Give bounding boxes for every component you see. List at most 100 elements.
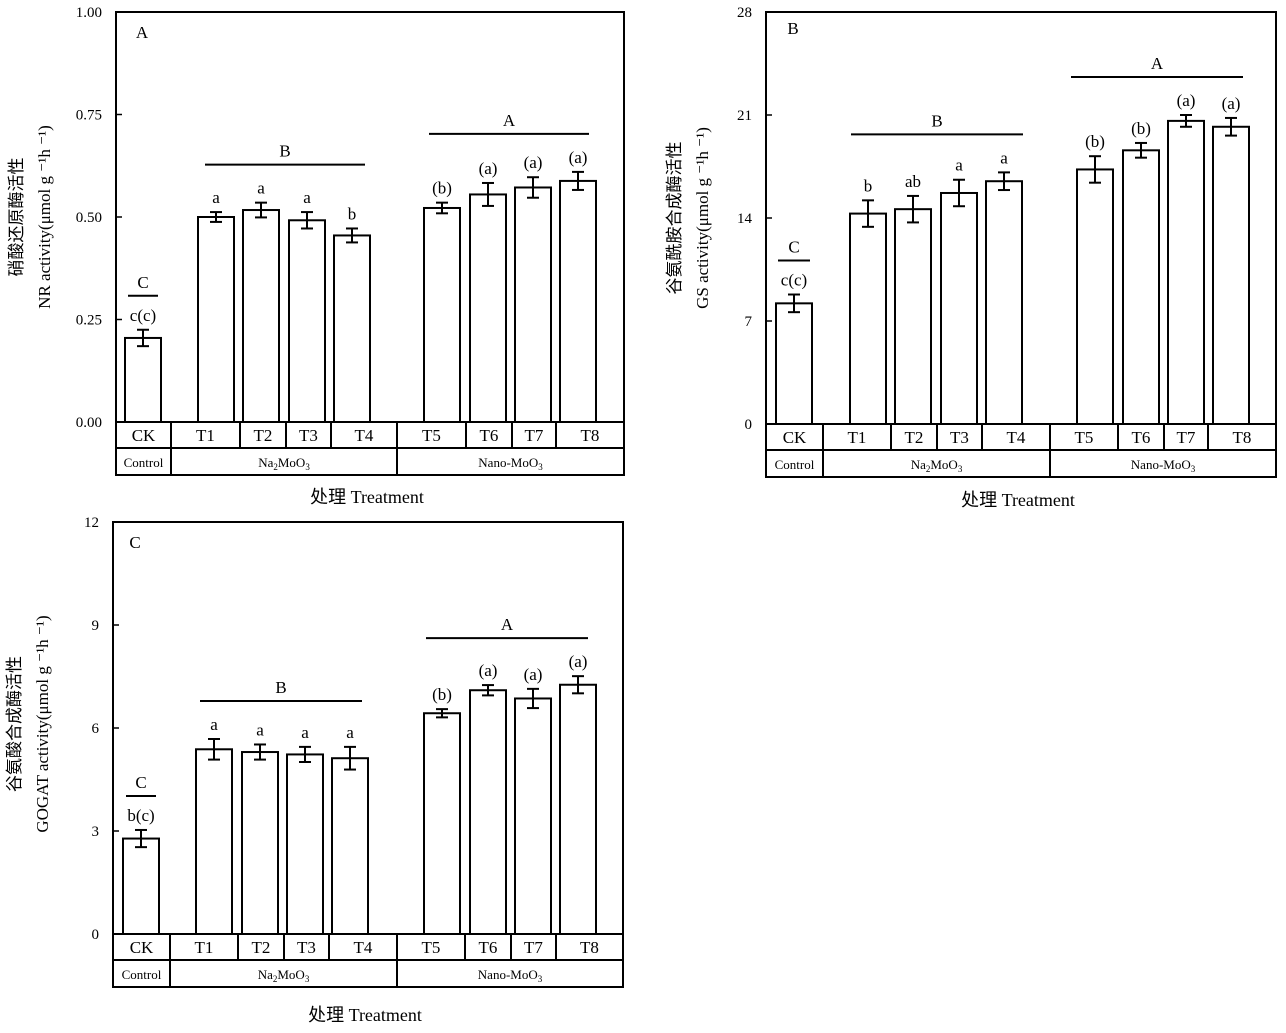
plot-frame: [765, 11, 1277, 478]
category-label: T2: [254, 426, 273, 445]
group-label-nano-moo3: Nano-MoO3: [478, 455, 543, 472]
significance-letter: (a): [479, 159, 498, 178]
group-letter: B: [275, 678, 286, 697]
bar: [894, 208, 932, 425]
bar: [331, 757, 369, 935]
significance-letter: b: [864, 176, 873, 195]
significance-letter: a: [346, 723, 354, 742]
y-axis-title-cn: 谷氨酰胺合成酶活性: [665, 142, 684, 295]
category-label: T1: [196, 426, 215, 445]
x-axis-title: 处理 Treatment: [310, 487, 424, 507]
significance-letter: b: [348, 204, 357, 223]
group-label-na2moo3: Na2MoO3: [258, 455, 310, 472]
y-tick-label: 14: [737, 211, 753, 227]
chart-panel-a: 0.00 0.25 0.50 0.75 1.00 A 硝酸还原酶活性 NR activity(…: [7, 5, 625, 507]
y-tick-label: 21: [737, 108, 752, 124]
category-label: CK: [132, 426, 156, 445]
significance-letter: a: [303, 188, 311, 207]
y-tick-label: 3: [92, 824, 100, 840]
y-axis-title-en: GOGAT activity(μmol g ⁻¹h ⁻¹): [33, 615, 52, 832]
group-label-nano-moo3: Nano-MoO3: [478, 967, 543, 984]
significance-letter: (a): [1222, 94, 1241, 113]
significance-letter: a: [955, 156, 963, 175]
bar: [559, 179, 597, 423]
y-axis-title-cn: 谷氨酸合成酶活性: [5, 656, 24, 792]
significance-letter: c(c): [130, 306, 156, 325]
bar: [940, 191, 978, 425]
category-label: T6: [480, 426, 499, 445]
significance-letter: b(c): [127, 806, 154, 825]
group-letter: C: [788, 238, 799, 257]
chart-panel-c: 0 3 6 9 12 C 谷氨酸合成酶活性 GOGAT activity(μmol g ⁻¹h…: [5, 515, 624, 1025]
significance-letter: a: [212, 188, 220, 207]
bar: [333, 234, 371, 423]
significance-letter: a: [210, 715, 218, 734]
group-letter: B: [931, 111, 942, 130]
group-letter: A: [503, 111, 516, 130]
group-label-nano-moo3: Nano-MoO3: [1131, 457, 1196, 474]
y-axis-title-en: GS activity(μmol g ⁻¹h ⁻¹): [693, 127, 712, 309]
category-label: CK: [783, 428, 807, 447]
significance-letter: a: [1000, 148, 1008, 167]
category-label: CK: [130, 938, 154, 957]
significance-letter: (a): [524, 153, 543, 172]
category-label: T2: [905, 428, 924, 447]
bar: [122, 837, 160, 936]
significance-letter: (a): [1177, 91, 1196, 110]
bar: [1212, 125, 1250, 426]
significance-letter: a: [301, 723, 309, 742]
bar: [197, 216, 235, 423]
group-letter: C: [135, 773, 146, 792]
y-tick-label: 1.00: [76, 5, 102, 21]
plot-frame: [112, 521, 624, 988]
x-axis-title: 处理 Treatment: [961, 490, 1075, 510]
group-letter: A: [501, 615, 514, 634]
bar: [469, 689, 507, 935]
group-label-control: Control: [775, 457, 815, 472]
category-label: T5: [422, 938, 441, 957]
category-label: T3: [299, 426, 318, 445]
group-letter: C: [137, 273, 148, 292]
category-label: T8: [581, 426, 600, 445]
group-label-na2moo3: Na2MoO3: [258, 967, 310, 984]
significance-letter: (b): [1131, 119, 1151, 138]
panel-letter: C: [129, 533, 140, 552]
group-label-control: Control: [122, 967, 162, 982]
significance-letter: a: [257, 179, 265, 198]
panel-letter: B: [787, 19, 798, 38]
category-label: T7: [1177, 428, 1196, 447]
category-label: T6: [1132, 428, 1151, 447]
bar: [514, 186, 552, 423]
bar: [1122, 149, 1160, 425]
category-label: T7: [525, 426, 544, 445]
bar: [241, 751, 279, 935]
category-label: T5: [1075, 428, 1094, 447]
significance-letter: (b): [432, 685, 452, 704]
category-label: T2: [252, 938, 271, 957]
y-tick-label: 0: [92, 927, 100, 943]
category-label: T7: [524, 938, 543, 957]
significance-letter: ab: [905, 172, 921, 191]
group-label-na2moo3: Na2MoO3: [911, 457, 963, 474]
y-tick-label: 12: [84, 515, 99, 531]
category-label: T5: [422, 426, 441, 445]
category-label: T6: [479, 938, 498, 957]
bar: [1167, 119, 1205, 425]
bar: [242, 209, 280, 423]
group-label-control: Control: [124, 455, 164, 470]
y-tick-label: 6: [92, 721, 100, 737]
category-label: T8: [580, 938, 599, 957]
y-axis-title-en: NR activity(μmol g ⁻¹h ⁻¹): [35, 125, 54, 309]
significance-letter: (a): [479, 661, 498, 680]
y-tick-label: 0.25: [76, 313, 102, 329]
category-label: T4: [1007, 428, 1026, 447]
significance-letter: (b): [1085, 132, 1105, 151]
significance-letter: (a): [569, 148, 588, 167]
y-tick-label: 7: [745, 314, 753, 330]
category-label: T8: [1233, 428, 1252, 447]
category-label: T1: [195, 938, 214, 957]
group-letter: A: [1151, 54, 1164, 73]
category-label: T4: [355, 426, 374, 445]
